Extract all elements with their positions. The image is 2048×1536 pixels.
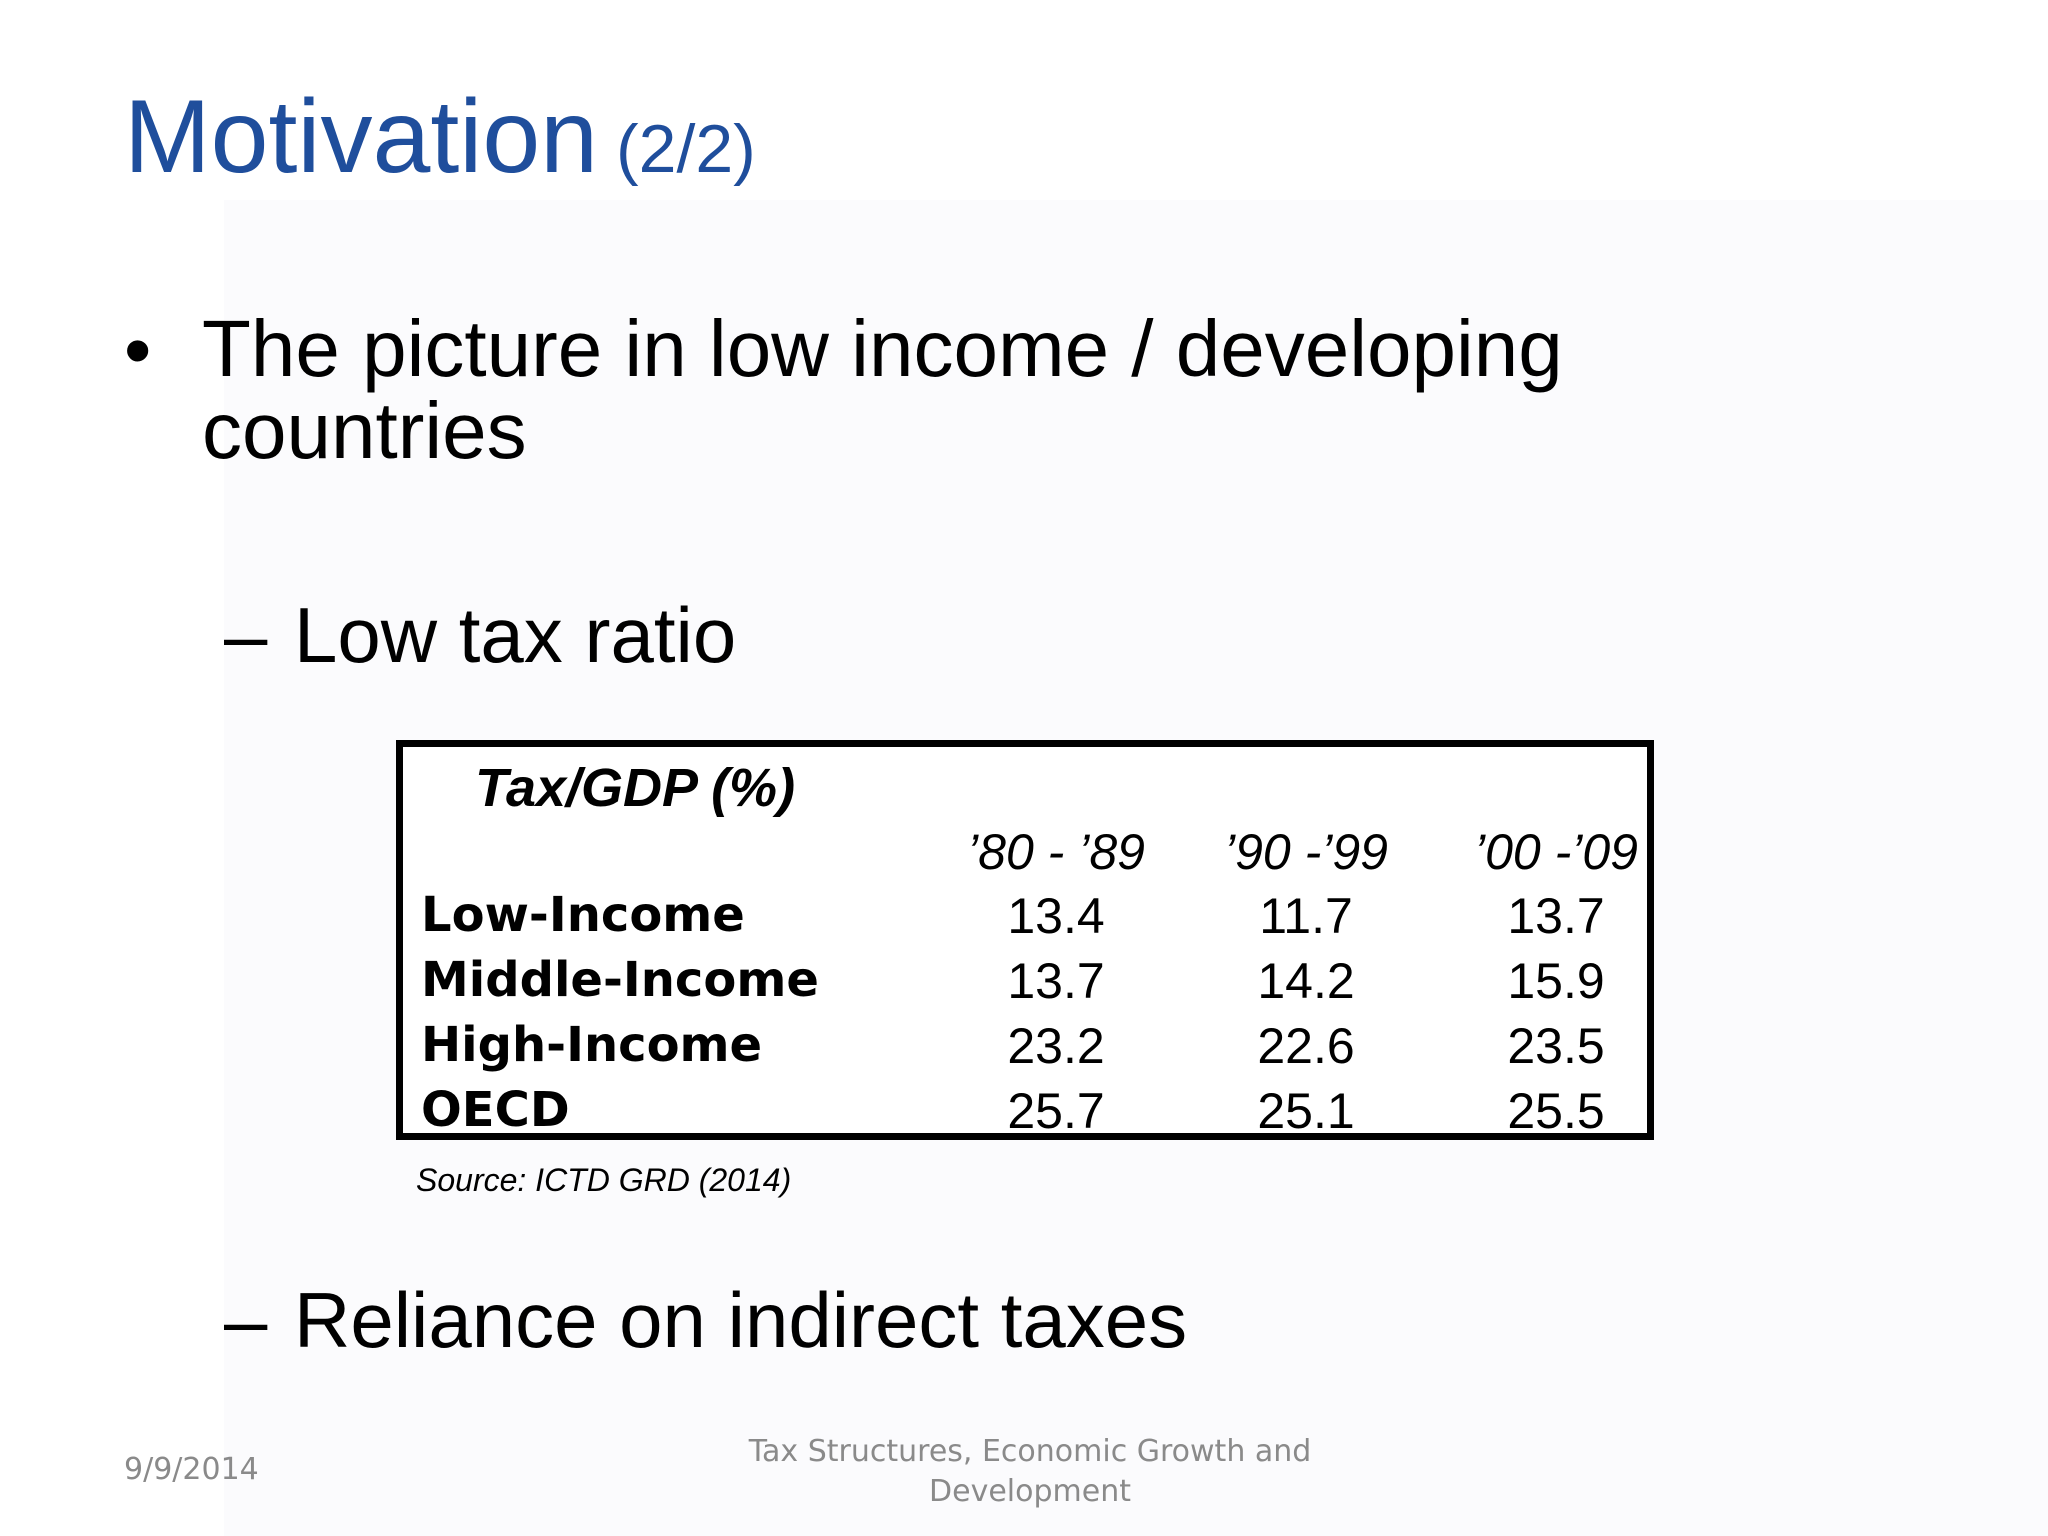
table-cell: 13.4	[1007, 888, 1105, 944]
sub-bullet-low-tax-ratio: – Low tax ratio	[224, 590, 736, 681]
footer-date: 9/9/2014	[124, 1452, 259, 1487]
table-cell: 22.6	[1257, 1018, 1355, 1074]
bullet-icon: •	[124, 306, 152, 394]
dash-icon: –	[224, 591, 268, 679]
main-bullet: • The picture in low income / developing…	[124, 308, 1762, 472]
column-header: ’80 - ’89	[967, 824, 1145, 880]
slide-title-sub: (2/2)	[616, 111, 756, 187]
column-header: ’90 -’99	[1224, 824, 1388, 880]
table-cell: 15.9	[1507, 953, 1605, 1009]
sub-bullet-text: Reliance on indirect taxes	[294, 1276, 1188, 1364]
table-cell: 14.2	[1257, 953, 1355, 1009]
footer-title: Tax Structures, Economic Growth and Deve…	[748, 1434, 1312, 1509]
row-label-oecd: OECD	[421, 1082, 570, 1138]
dash-icon: –	[224, 1276, 268, 1364]
row-label-high-income: High-Income	[421, 1017, 763, 1073]
table-cell: 13.7	[1007, 953, 1105, 1009]
table-title: Tax/GDP (%)	[475, 758, 796, 818]
tax-gdp-table: Tax/GDP (%) ’80 - ’89 ’90 -’99 ’00 -’09 …	[396, 740, 1654, 1140]
table-cell: 25.5	[1507, 1083, 1605, 1139]
slide-title-main: Motivation	[124, 79, 598, 195]
main-bullet-text: The picture in low income / developing c…	[202, 304, 1563, 475]
table-cell: 13.7	[1507, 888, 1605, 944]
slide-title: Motivation (2/2)	[124, 78, 756, 197]
table-cell: 25.1	[1257, 1083, 1355, 1139]
table-cell: 23.5	[1507, 1018, 1605, 1074]
row-label-middle-income: Middle-Income	[421, 952, 819, 1008]
sub-bullet-indirect-taxes: – Reliance on indirect taxes	[224, 1275, 1187, 1366]
table-cell: 23.2	[1007, 1018, 1105, 1074]
column-header: ’00 -’09	[1474, 824, 1638, 880]
sub-bullet-text: Low tax ratio	[294, 591, 737, 679]
table-cell: 25.7	[1007, 1083, 1105, 1139]
row-label-low-income: Low-Income	[421, 887, 745, 943]
table-cell: 11.7	[1259, 888, 1353, 944]
table-source: Source: ICTD GRD (2014)	[416, 1162, 792, 1198]
